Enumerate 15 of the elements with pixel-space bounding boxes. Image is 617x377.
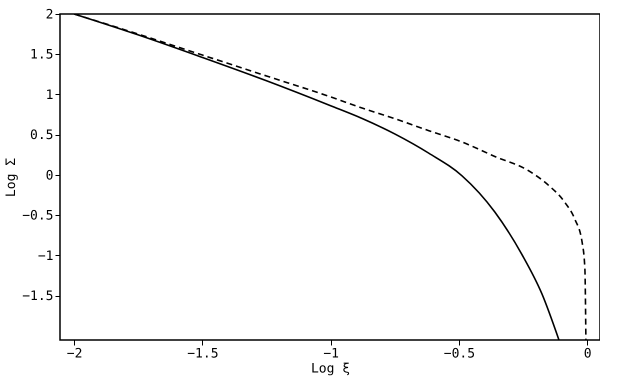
y-tick-label: 0.5 (30, 128, 54, 144)
x-tick-label: 0 (584, 346, 592, 362)
x-tick-label: −2 (66, 346, 82, 362)
x-tick-label: −1.5 (187, 346, 219, 362)
y-axis-title: Log Σ (4, 158, 20, 198)
y-tick-label: 1.5 (30, 48, 54, 63)
y-tick-label: −1 (38, 248, 54, 264)
x-tick-label: −0.5 (444, 346, 476, 362)
x-axis-title: Log ξ (310, 362, 350, 376)
y-tick-label: 1 (46, 88, 54, 103)
y-tick-label: −0.5 (22, 208, 54, 224)
y-tick-label: 0 (46, 168, 54, 184)
x-tick-label: −1 (323, 346, 339, 362)
y-tick-label: 2 (46, 8, 54, 22)
y-tick-label: −1.5 (22, 289, 54, 304)
